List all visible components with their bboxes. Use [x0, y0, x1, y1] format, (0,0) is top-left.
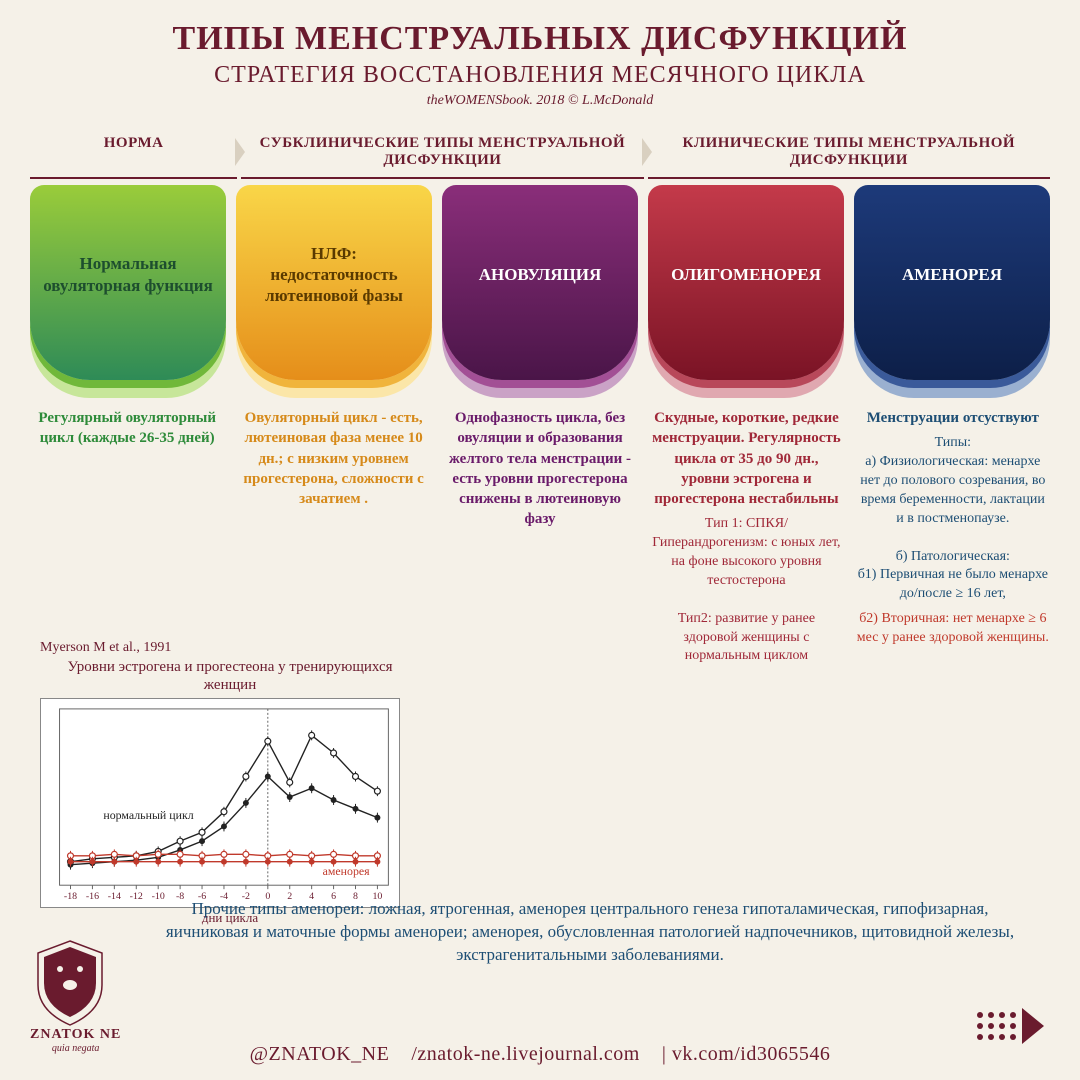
- triangle-right-icon: [1022, 1008, 1044, 1044]
- svg-text:аменорея: аменорея: [323, 864, 371, 878]
- type-description: Овуляторный цикл - есть, лютеиновая фаза…: [236, 408, 430, 666]
- credit-line: theWOMENSbook. 2018 © L.McDonald: [40, 93, 1040, 109]
- desc-body: Тип 1: СПКЯ/ Гиперандрогенизм: с юных ле…: [649, 515, 843, 666]
- type-pill: АНОВУЛЯЦИЯ: [442, 185, 638, 380]
- page-title: ТИПЫ МЕНСТРУАЛЬНЫХ ДИСФУНКЦИЙ: [40, 20, 1040, 58]
- bear-shield-icon: [30, 939, 110, 1027]
- type-pill: Нормальная овуляторная функция: [30, 185, 226, 380]
- page-subtitle: СТРАТЕГИЯ ВОССТАНОВЛЕНИЯ МЕСЯЧНОГО ЦИКЛА: [40, 62, 1040, 89]
- svg-text:-14: -14: [108, 891, 121, 902]
- category-tab: СУБКЛИНИЧЕСКИЕ ТИПЫ МЕНСТРУАЛЬНОЙ ДИСФУН…: [241, 127, 643, 179]
- type-description: Скудные, короткие, редкие менструации. Р…: [649, 408, 843, 666]
- pill-row: Нормальная овуляторная функцияНЛФ:недост…: [0, 179, 1080, 380]
- footer-links: @ZNATOK_NE /znatok-ne.livejournal.com | …: [0, 1043, 1080, 1066]
- dot-grid-icon: [977, 1012, 1016, 1040]
- svg-text:-16: -16: [86, 891, 99, 902]
- chart-block: Myerson M et al., 1991 Уровни эстрогена …: [40, 640, 420, 926]
- svg-text:нормальный цикл: нормальный цикл: [103, 808, 193, 822]
- category-tab: НОРМА: [30, 127, 237, 179]
- logo-name: ZNATOK NE: [30, 1027, 121, 1043]
- livejournal-link[interactable]: /znatok-ne.livejournal.com: [411, 1043, 639, 1066]
- desc-heading: Менструации отсуствуют: [856, 408, 1050, 428]
- vk-link[interactable]: | vk.com/id3065546: [662, 1043, 831, 1066]
- desc-heading: Регулярный овуляторный цикл (каждые 26-3…: [30, 408, 224, 449]
- desc-heading: Овуляторный цикл - есть, лютеиновая фаза…: [236, 408, 430, 509]
- desc-body: Типы: а) Физиологическая: менархе нет до…: [856, 434, 1050, 604]
- header: ТИПЫ МЕНСТРУАЛЬНЫХ ДИСФУНКЦИЙ СТРАТЕГИЯ …: [0, 0, 1080, 117]
- type-description: Однофазность цикла, без овуляции и образ…: [443, 408, 637, 666]
- svg-text:-12: -12: [130, 891, 143, 902]
- desc-highlight: б2) Вторичная: нет менархе ≥ 6 мес у ран…: [856, 610, 1050, 648]
- next-page-arrow[interactable]: [977, 1008, 1044, 1044]
- line-chart: -18-16-14-12-10-8-6-4-20246810нормальный…: [40, 698, 400, 908]
- type-pill: ОЛИГОМЕНОРЕЯ: [648, 185, 844, 380]
- author-handle: @ZNATOK_NE: [250, 1043, 390, 1066]
- type-pill: НЛФ:недостаточность лютеиновой фазы: [236, 185, 432, 380]
- type-description: Менструации отсуствуют Типы: а) Физиологи…: [856, 408, 1050, 666]
- svg-text:-18: -18: [64, 891, 77, 902]
- chart-title: Уровни эстрогена и прогестеона у трениру…: [40, 658, 420, 694]
- desc-heading: Однофазность цикла, без овуляции и образ…: [443, 408, 637, 530]
- chart-citation: Myerson M et al., 1991: [40, 640, 420, 656]
- bottom-note: Прочие типы аменореи: ложная, ятрогенная…: [160, 898, 1020, 967]
- desc-heading: Скудные, короткие, редкие менструации. Р…: [649, 408, 843, 509]
- category-tab: КЛИНИЧЕСКИЕ ТИПЫ МЕНСТРУАЛЬНОЙ ДИСФУНКЦИ…: [648, 127, 1050, 179]
- chart-svg: -18-16-14-12-10-8-6-4-20246810нормальный…: [41, 699, 399, 907]
- type-pill: АМЕНОРЕЯ: [854, 185, 1050, 380]
- description-row: Регулярный овуляторный цикл (каждые 26-3…: [0, 380, 1080, 666]
- category-tabs: НОРМАСУБКЛИНИЧЕСКИЕ ТИПЫ МЕНСТРУАЛЬНОЙ Д…: [0, 117, 1080, 179]
- logo-block: ZNATOK NE quia negata: [30, 939, 121, 1054]
- type-description: Регулярный овуляторный цикл (каждые 26-3…: [30, 408, 224, 666]
